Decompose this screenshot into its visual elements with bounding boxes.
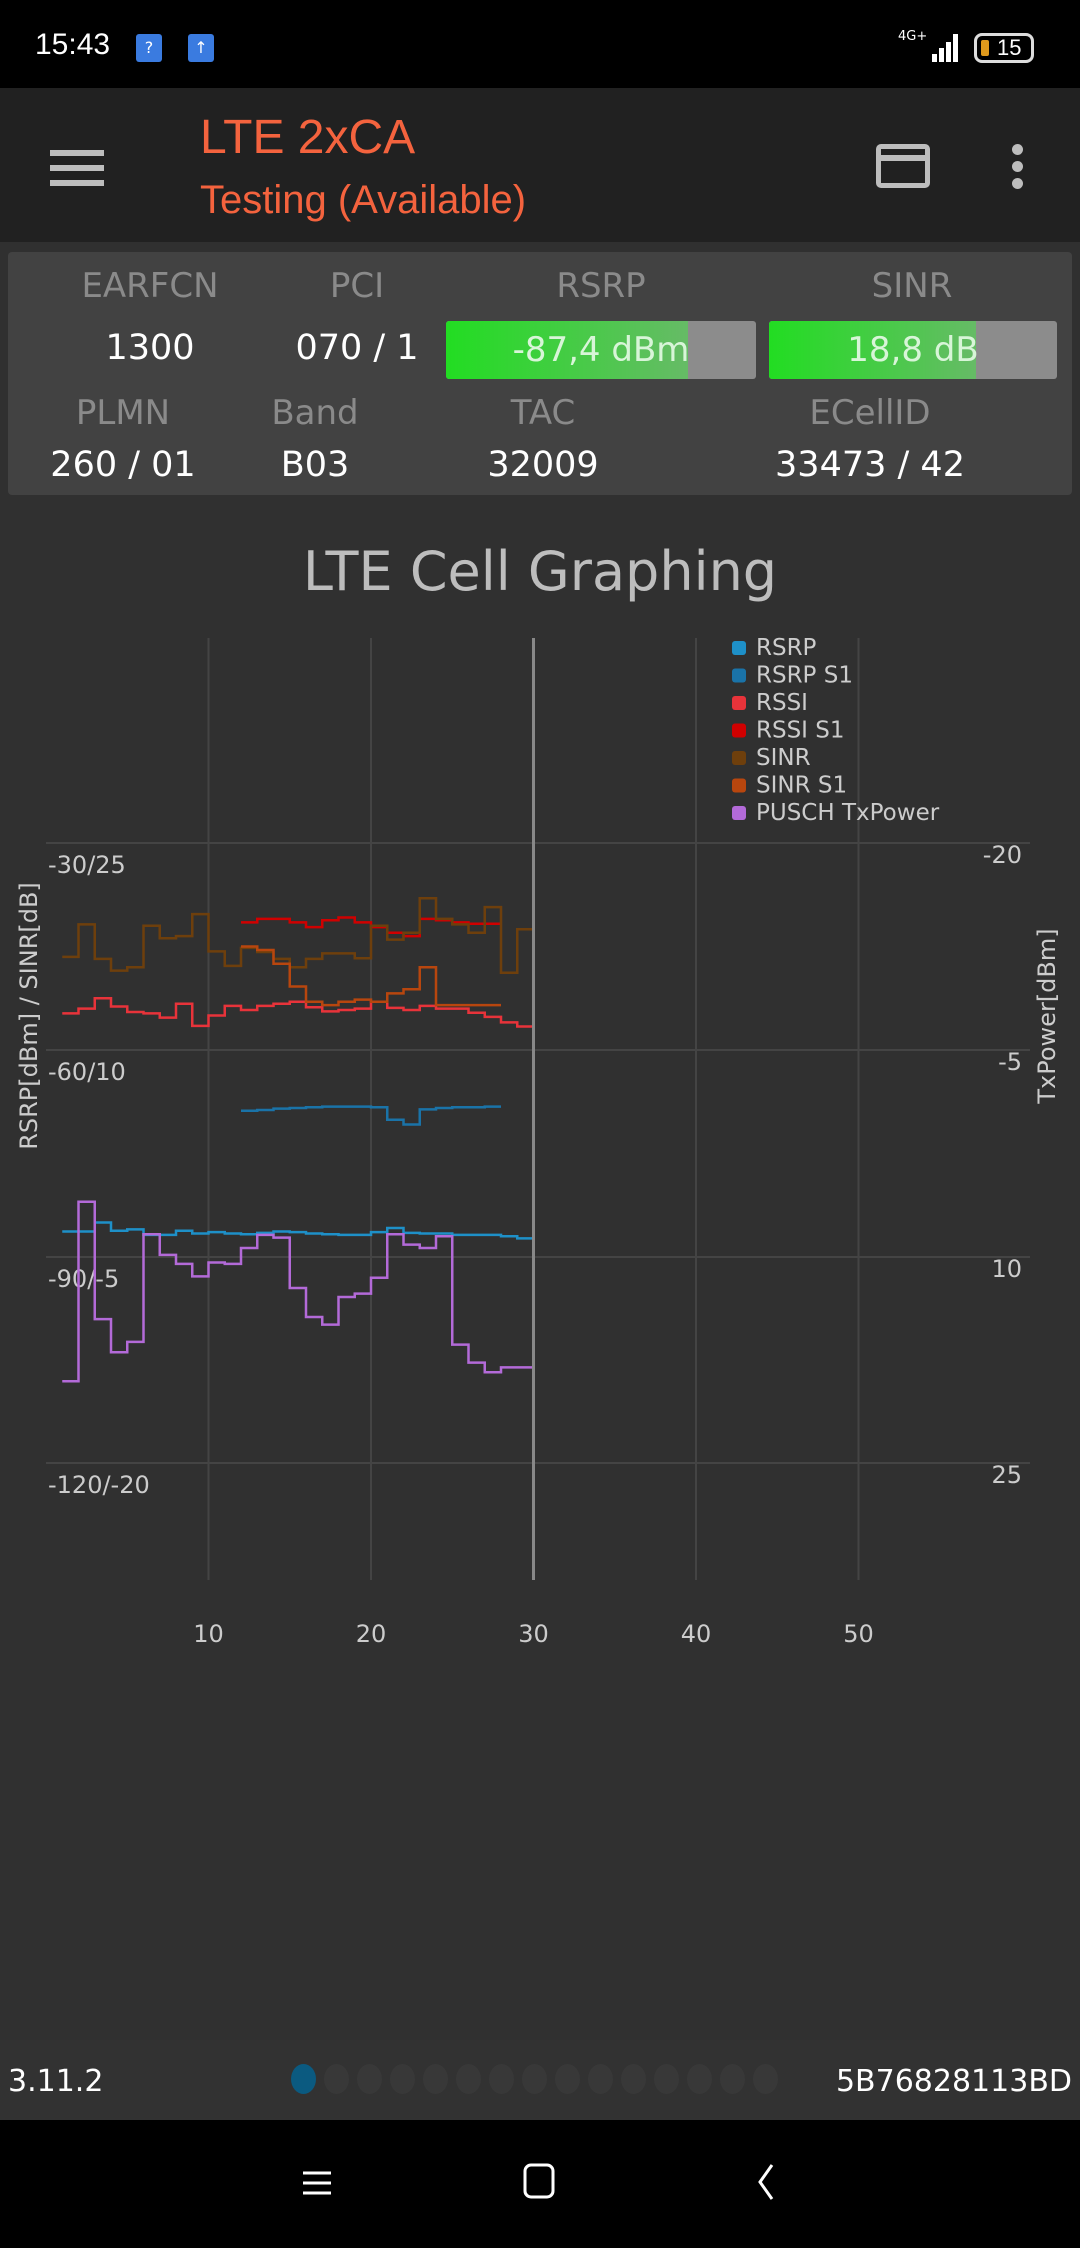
legend-label: SINR — [756, 745, 811, 771]
y-tick-label: -90/-5 — [48, 1265, 119, 1293]
legend-label: RSSI S1 — [756, 718, 845, 744]
battery-icon: 15 — [974, 33, 1034, 63]
status-bar: 15:43 ? ↑ 4G+ 15 — [0, 0, 1080, 88]
legend-swatch — [732, 751, 746, 765]
x-tick-label: 40 — [681, 1620, 712, 1648]
page-indicator-dot[interactable] — [720, 2064, 745, 2094]
y2-tick-label: 25 — [991, 1461, 1022, 1489]
page-indicator-dot[interactable] — [489, 2064, 514, 2094]
network-type: 4G+ — [898, 29, 928, 44]
y2-tick-label: -20 — [983, 841, 1022, 869]
page-indicator-dot[interactable] — [687, 2064, 712, 2094]
menu-icon[interactable] — [50, 150, 104, 186]
home-icon[interactable] — [522, 2162, 558, 2202]
band-label: Band — [271, 393, 359, 433]
tac-value: 32009 — [487, 445, 599, 485]
page-indicator-dot[interactable] — [621, 2064, 646, 2094]
clock: 15:43 — [35, 28, 111, 61]
more-options-icon[interactable] — [1012, 144, 1026, 195]
card-view-icon[interactable] — [876, 144, 930, 188]
rsrp-bar: -87,4 dBm — [446, 321, 756, 379]
page-indicator-dot[interactable] — [423, 2064, 448, 2094]
band-value: B03 — [280, 445, 350, 485]
page-indicator-dot[interactable] — [522, 2064, 547, 2094]
y-tick-label: -30/25 — [48, 851, 126, 879]
series-line-rsrp — [62, 1221, 535, 1241]
legend-swatch — [732, 806, 746, 820]
x-tick-label: 20 — [356, 1620, 387, 1648]
series-line-sinr — [62, 896, 534, 974]
ecellid-label: ECellID — [809, 393, 931, 433]
sinr-label: SINR — [871, 266, 953, 306]
page-indicator-dot[interactable] — [753, 2064, 778, 2094]
signal-strength-icon — [932, 34, 958, 62]
lte-chart[interactable]: 10 20 30 40 50 -30/25 -20 -60/10 -5 -90/-5 10 -120/… — [0, 620, 1080, 1680]
ecellid-value: 33473 / 42 — [775, 445, 965, 485]
legend-swatch — [732, 641, 746, 655]
app-title: LTE 2xCA — [200, 111, 416, 164]
recent-apps-icon[interactable] — [300, 2165, 336, 2201]
x-tick-label: 30 — [518, 1620, 549, 1648]
device-serial: 5B76828113BD — [835, 2064, 1072, 2099]
back-icon[interactable] — [752, 2162, 782, 2202]
page-indicator-dot[interactable] — [456, 2064, 481, 2094]
legend-swatch — [732, 723, 746, 738]
chart-title: LTE Cell Graphing — [302, 540, 778, 603]
rsrp-label: RSRP — [556, 266, 646, 306]
upload-icon: ↑ — [188, 34, 214, 62]
rsrp-value: -87,4 dBm — [512, 330, 690, 370]
pci-label: PCI — [329, 266, 385, 306]
y-axis-title: RSRP[dBm] / SINR[dB] — [15, 882, 43, 1150]
legend-label: PUSCH TxPower — [756, 800, 940, 826]
signal-app-icon: ? — [136, 34, 162, 62]
earfcn-label: EARFCN — [81, 266, 219, 306]
page-indicator-dot[interactable] — [324, 2064, 349, 2094]
y-tick-label: -120/-20 — [48, 1471, 150, 1499]
legend-label: RSSI — [756, 690, 808, 716]
navigation-bar — [0, 2120, 1080, 2248]
sinr-value: 18,8 dB — [847, 330, 979, 370]
y2-tick-label: -5 — [998, 1048, 1022, 1076]
legend-swatch — [732, 668, 746, 683]
legend-swatch — [732, 778, 746, 793]
page-indicator-dot[interactable] — [588, 2064, 613, 2094]
pci-value: 070 / 1 — [295, 328, 419, 368]
page-indicator-dot[interactable] — [654, 2064, 679, 2094]
series-line-rsrp-s1 — [241, 1105, 501, 1126]
page-indicator-dot[interactable] — [291, 2064, 316, 2094]
x-tick-label: 50 — [843, 1620, 874, 1648]
earfcn-value: 1300 — [105, 328, 195, 368]
sinr-bar: 18,8 dB — [769, 321, 1057, 379]
series-line-rssi — [62, 997, 534, 1028]
tac-label: TAC — [510, 393, 576, 433]
y-tick-label: -60/10 — [48, 1058, 126, 1086]
app-bar — [0, 88, 1080, 242]
legend-label: RSRP S1 — [756, 663, 853, 689]
app-subtitle: Testing (Available) — [200, 178, 527, 222]
series-line-sinr-s1 — [241, 945, 501, 1007]
legend-label: SINR S1 — [756, 773, 847, 799]
plmn-value: 260 / 01 — [50, 445, 196, 485]
battery-level: 15 — [997, 35, 1022, 60]
app-version: 3.11.2 — [8, 2064, 104, 2099]
page-indicator-dot[interactable] — [390, 2064, 415, 2094]
page-indicator-dot[interactable] — [555, 2064, 580, 2094]
legend-swatch — [732, 696, 746, 710]
y2-axis-title: TxPower[dBm] — [1033, 928, 1061, 1104]
y2-tick-label: 10 — [991, 1255, 1022, 1283]
page-indicator-dot[interactable] — [357, 2064, 382, 2094]
x-tick-label: 10 — [193, 1620, 224, 1648]
footer: 3.11.2 5B76828113BD — [0, 2040, 1080, 2120]
legend-label: RSRP — [756, 635, 817, 661]
series-line-pusch-txpower — [62, 1200, 534, 1383]
plmn-label: PLMN — [75, 393, 171, 433]
